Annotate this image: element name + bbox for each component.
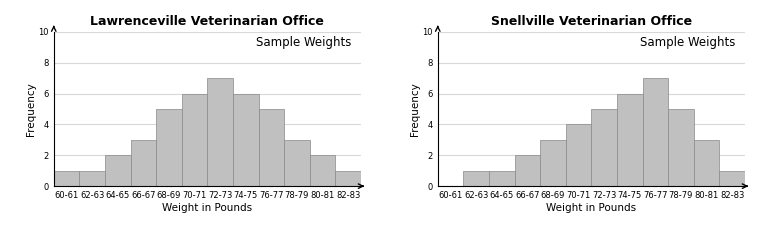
Bar xyxy=(643,78,668,186)
Y-axis label: Frequency: Frequency xyxy=(25,82,35,136)
Bar xyxy=(668,109,694,186)
Y-axis label: Frequency: Frequency xyxy=(409,82,419,136)
Title: Lawrenceville Veterinarian Office: Lawrenceville Veterinarian Office xyxy=(91,15,324,28)
Bar xyxy=(336,171,361,186)
Bar xyxy=(515,155,540,186)
Bar xyxy=(259,109,284,186)
Bar xyxy=(489,171,515,186)
Bar xyxy=(540,140,566,186)
Bar xyxy=(694,140,720,186)
Bar xyxy=(617,94,643,186)
Bar xyxy=(566,124,591,186)
Bar xyxy=(310,155,336,186)
Bar xyxy=(207,78,233,186)
Title: Snellville Veterinarian Office: Snellville Veterinarian Office xyxy=(491,15,692,28)
Bar xyxy=(105,155,131,186)
Bar xyxy=(182,94,207,186)
Text: Sample Weights: Sample Weights xyxy=(257,36,352,49)
Bar xyxy=(591,109,617,186)
X-axis label: Weight in Pounds: Weight in Pounds xyxy=(162,203,253,213)
Bar xyxy=(131,140,156,186)
Bar xyxy=(156,109,182,186)
Bar xyxy=(54,171,79,186)
X-axis label: Weight in Pounds: Weight in Pounds xyxy=(546,203,637,213)
Bar xyxy=(233,94,259,186)
Bar xyxy=(79,171,105,186)
Text: Sample Weights: Sample Weights xyxy=(641,36,736,49)
Bar xyxy=(463,171,489,186)
Bar xyxy=(284,140,310,186)
Bar xyxy=(720,171,745,186)
